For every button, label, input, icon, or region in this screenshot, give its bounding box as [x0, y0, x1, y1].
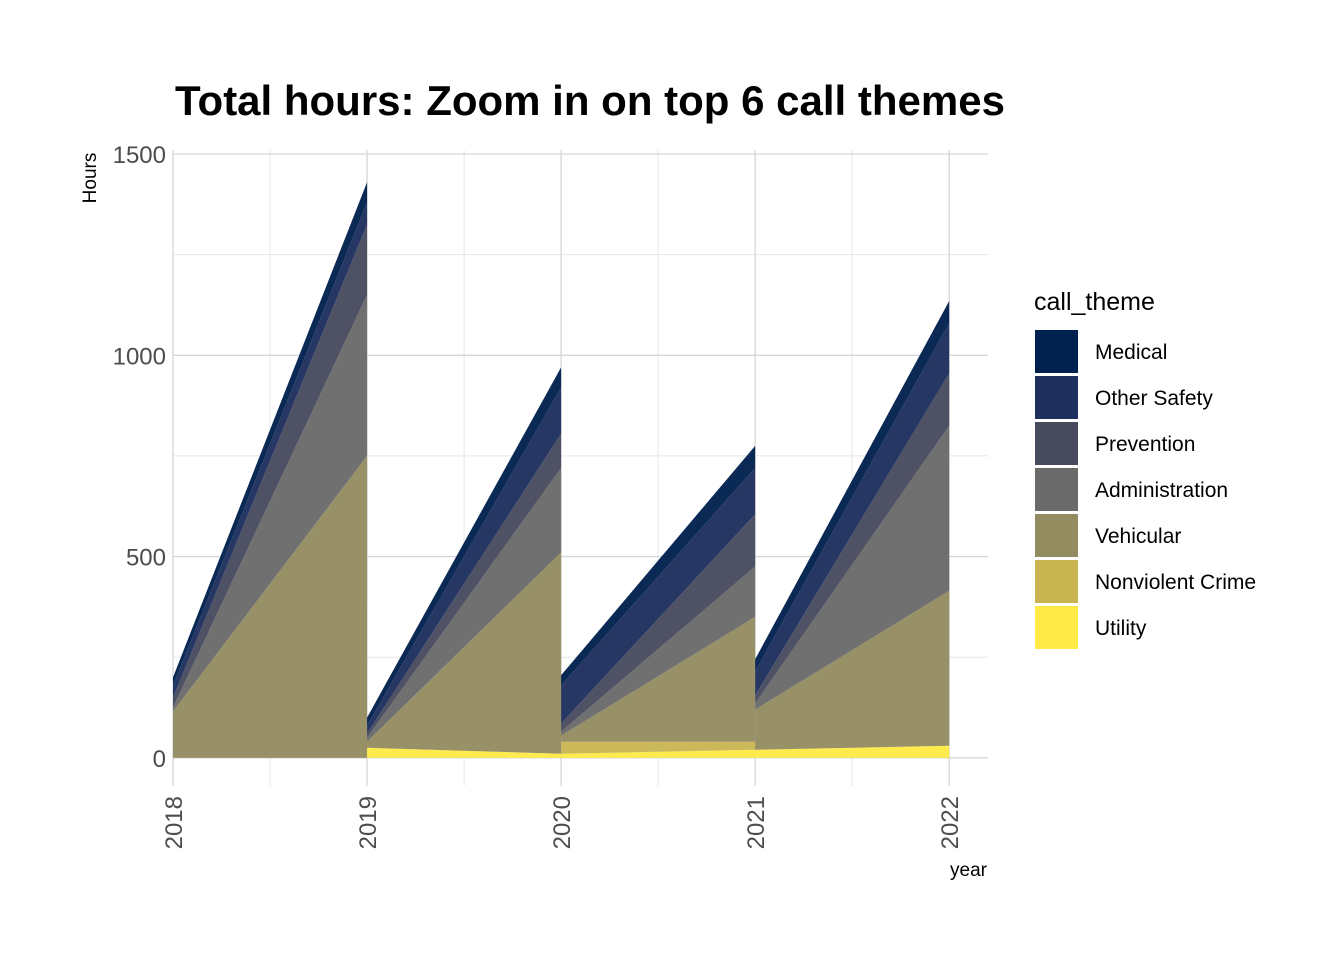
- y-tick-label: 0: [153, 746, 166, 773]
- area-medical-2018: [173, 182, 368, 686]
- legend-swatch: [1035, 560, 1078, 603]
- legend-items: Medical Other Safety Prevention Administrat…: [1035, 330, 1256, 649]
- area-prevention-2021: [755, 373, 950, 704]
- area-medical-2021: [755, 300, 950, 672]
- area-prevention-2018: [173, 224, 368, 708]
- area-other-safety-2021: [755, 323, 950, 696]
- area-administration-2019: [367, 468, 562, 742]
- legend-label: Prevention: [1095, 433, 1195, 456]
- area-vehicular-2019: [367, 552, 562, 754]
- legend-title: call_theme: [1034, 288, 1155, 316]
- x-tick-label: 2022: [937, 796, 964, 849]
- chart-title: Total hours: Zoom in on top 6 call theme…: [175, 77, 1005, 124]
- area-administration-2020: [561, 566, 756, 736]
- y-tick-label: 500: [126, 545, 166, 572]
- area-vehicular-2020: [561, 616, 756, 742]
- area-vehicular-2018: [173, 455, 368, 758]
- x-axis-ticks: 2018 2019 2020 2021 2022: [161, 796, 964, 849]
- x-tick-label: 2020: [549, 796, 576, 849]
- area-other-safety-2019: [367, 387, 562, 734]
- area-prevention-2019: [367, 433, 562, 738]
- area-utility-2019: [367, 747, 562, 758]
- legend-label: Vehicular: [1095, 525, 1181, 548]
- area-utility-2021: [755, 745, 950, 758]
- area-vehicular-2021: [755, 590, 950, 750]
- legend-swatch: [1035, 468, 1078, 511]
- legend-label: Administration: [1095, 479, 1228, 502]
- y-tick-label: 1000: [113, 343, 166, 370]
- area-prevention-2020: [561, 514, 756, 732]
- area-medical-2019: [367, 367, 562, 726]
- area-administration-2018: [173, 294, 368, 712]
- x-axis-label: year: [950, 860, 988, 881]
- x-tick-label: 2021: [743, 796, 770, 849]
- legend-label: Medical: [1095, 341, 1167, 364]
- legend: call_theme Medical Other Safety Prevention…: [1034, 288, 1256, 649]
- legend-swatch: [1035, 330, 1078, 373]
- legend-swatch: [1035, 606, 1078, 649]
- area-nonviolent-crime-2020: [561, 741, 756, 754]
- area-layers: [173, 182, 950, 758]
- y-axis-label: Hours: [80, 153, 101, 204]
- x-tick-label: 2018: [161, 796, 188, 849]
- legend-swatch: [1035, 376, 1078, 419]
- legend-label: Utility: [1095, 617, 1147, 640]
- y-tick-label: 1500: [113, 142, 166, 169]
- x-tick-label: 2019: [355, 796, 382, 849]
- area-administration-2021: [755, 425, 950, 710]
- y-axis-ticks: 0 500 1000 1500: [113, 142, 166, 773]
- area-medical-2020: [561, 445, 756, 686]
- legend-swatch: [1035, 422, 1078, 465]
- area-other-safety-2018: [173, 202, 368, 698]
- legend-label: Other Safety: [1095, 387, 1213, 410]
- legend-swatch: [1035, 514, 1078, 557]
- area-utility-2020: [561, 749, 756, 758]
- area-other-safety-2020: [561, 468, 756, 724]
- legend-label: Nonviolent Crime: [1095, 571, 1256, 594]
